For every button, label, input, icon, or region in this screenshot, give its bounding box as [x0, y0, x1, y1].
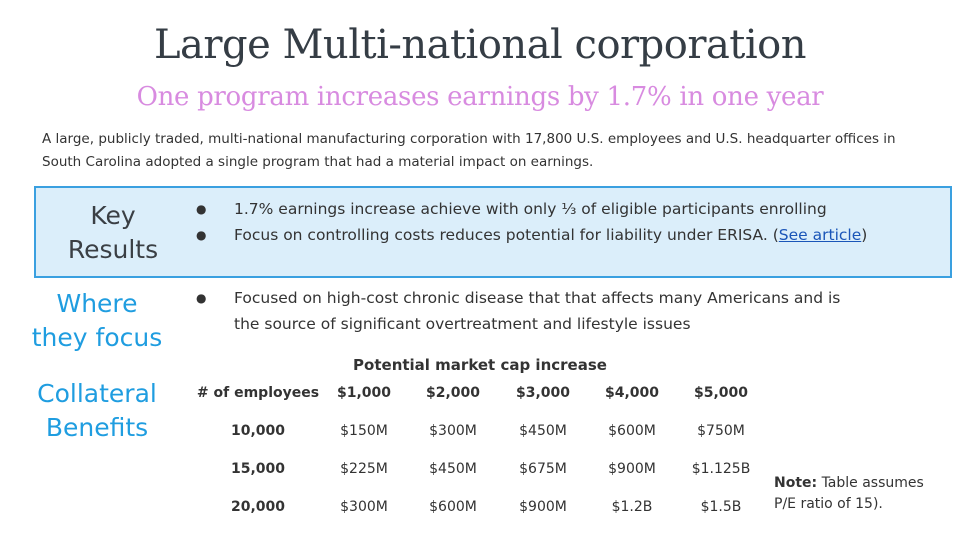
column-header: $2,000: [425, 385, 481, 401]
table-cell: $750M: [697, 423, 745, 439]
table-title: Potential market cap increase: [353, 356, 607, 374]
row-header: 15,000: [230, 461, 286, 477]
table-cell: $1.125B: [691, 461, 751, 477]
slide-subtitle: One program increases earnings by 1.7% i…: [136, 82, 824, 112]
table-cell: $600M: [429, 499, 477, 515]
slide-title: Large Multi-national corporation: [153, 22, 807, 68]
table-cell: $300M: [429, 423, 477, 439]
column-header: $4,000: [604, 385, 660, 401]
focus-list: Focused on high-cost chronic disease tha…: [196, 285, 856, 337]
market-cap-table: # of employees $1,000 $2,000 $3,000 $4,0…: [196, 374, 766, 526]
table-cell: $450M: [519, 423, 567, 439]
bullet-close: ): [861, 226, 868, 244]
key-results-label: Key Results: [67, 201, 159, 264]
table-cell: $150M: [340, 423, 388, 439]
focus-bullet: Focused on high-cost chronic disease tha…: [196, 285, 856, 337]
key-results-bullet: Focus on controlling costs reduces poten…: [196, 222, 936, 248]
bullet-text: Focus on controlling costs reduces poten…: [234, 226, 779, 244]
table-cell: $1.2B: [611, 499, 653, 515]
table-cell: $300M: [340, 499, 388, 515]
table-cell: $450M: [429, 461, 477, 477]
column-header: $5,000: [693, 385, 749, 401]
where-they-focus-label: Where they focus: [31, 289, 163, 352]
table-cell: $675M: [519, 461, 567, 477]
table-header-row: # of employees $1,000 $2,000 $3,000 $4,0…: [196, 374, 766, 412]
table-row: 20,000 $300M $600M $900M $1.2B $1.5B: [196, 488, 766, 526]
note-label: Note:: [774, 475, 818, 491]
key-results-bullet: 1.7% earnings increase achieve with only…: [196, 196, 936, 222]
table-cell: $600M: [608, 423, 656, 439]
column-header: $1,000: [336, 385, 392, 401]
collateral-benefits-label: Collateral Benefits: [37, 379, 157, 442]
table-cell: $225M: [340, 461, 388, 477]
table-cell: $900M: [519, 499, 567, 515]
note-text: Table assumes P/E ratio of 15).: [774, 475, 924, 512]
table-row: 15,000 $225M $450M $675M $900M $1.125B: [196, 450, 766, 488]
table-cell: $1.5B: [700, 499, 742, 515]
row-header: 20,000: [230, 499, 286, 515]
column-header: $3,000: [515, 385, 571, 401]
table-cell: $900M: [608, 461, 656, 477]
column-header: # of employees: [196, 385, 320, 401]
row-header: 10,000: [230, 423, 286, 439]
table-row: 10,000 $150M $300M $450M $600M $750M: [196, 412, 766, 450]
see-article-link[interactable]: See article: [778, 226, 862, 244]
table-note: Note: Table assumes P/E ratio of 15).: [774, 473, 934, 515]
intro-paragraph: A large, publicly traded, multi-national…: [42, 131, 896, 170]
key-results-list: 1.7% earnings increase achieve with only…: [196, 196, 936, 248]
